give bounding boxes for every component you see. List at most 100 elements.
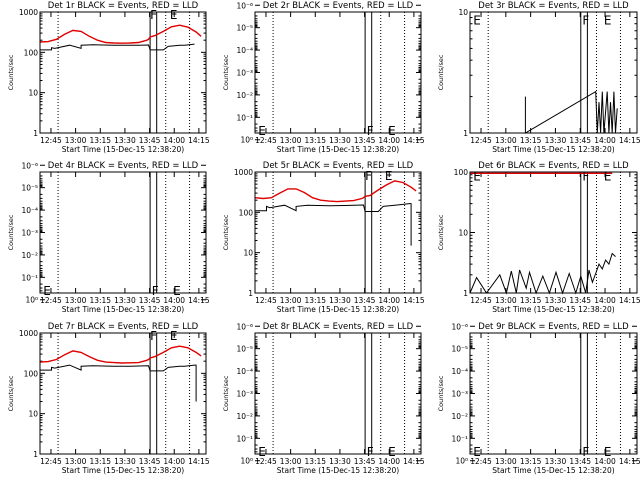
plot-frame [469, 171, 638, 294]
x-axis-label: Start Time (15-Dec-15 12:38:20) [492, 305, 614, 314]
xtick-label: 13:45 [354, 457, 376, 466]
ytick-label: 1 [463, 289, 468, 298]
flare-marker-e: E [604, 445, 612, 459]
panel-title: Det 3r BLACK = Events, RED = LLD [478, 1, 629, 11]
ytick-label: 10⁻⁴ [451, 367, 468, 376]
panel-title: Det 8r BLACK = Events, RED = LLD [263, 322, 414, 332]
panel-title: Det 6r BLACK = Events, RED = LLD [478, 161, 629, 171]
flare-marker-e: E [388, 124, 396, 138]
x-axis-label: Start Time (15-Dec-15 12:38:20) [62, 145, 184, 154]
panel-3: Det 3r BLACK = Events, RED = LLD 1 10 12:45… [437, 1, 640, 154]
flare-marker-e: E [170, 8, 178, 22]
ytick-label: 10 [243, 249, 253, 258]
plot-frame [39, 11, 207, 134]
xtick-label: 13:45 [139, 296, 161, 305]
plot-frame [39, 332, 207, 455]
panel-1: Det 1r BLACK = Events, RED = LLD 1 10 100 10… [7, 1, 210, 154]
xtick-label: 13:45 [139, 457, 161, 466]
x-axis-label: Start Time (15-Dec-15 12:38:20) [62, 305, 184, 314]
xtick-label: 14:15 [619, 296, 640, 305]
xtick-label: 13:00 [280, 296, 302, 305]
ytick-label: 100 [454, 168, 469, 177]
xtick-label: 14:15 [619, 136, 640, 145]
xtick-label: 14:00 [594, 136, 616, 145]
events-series-line [255, 203, 412, 246]
xtick-label: 13:15 [520, 457, 542, 466]
ytick-label: 10⁻⁵ [236, 345, 253, 354]
ytick-label: 10⁻⁶ [21, 161, 38, 170]
xtick-label: 13:30 [545, 296, 567, 305]
xtick-label: 14:00 [594, 457, 616, 466]
plot-frame [254, 332, 422, 455]
xtick-label: 12:45 [255, 457, 277, 466]
y-axis-label: Counts/sec [222, 375, 230, 411]
ytick-label: 10⁻¹ [451, 434, 468, 443]
ytick-label: 10⁰ [25, 296, 38, 305]
xtick-label: 14:00 [594, 296, 616, 305]
flare-marker-e: E [473, 445, 481, 459]
xtick-label: 13:30 [545, 136, 567, 145]
flare-marker-e: E [173, 284, 181, 298]
ytick-label: 10⁻² [451, 412, 468, 421]
ytick-label: 10⁻³ [451, 390, 468, 399]
ytick-label: 10⁻² [236, 412, 253, 421]
xtick-label: 13:30 [114, 136, 136, 145]
flare-marker-f: F [152, 284, 159, 298]
xtick-label: 13:00 [495, 296, 517, 305]
panel-title: Det 2r BLACK = Events, RED = LLD [263, 1, 414, 11]
panel-title: Det 5r BLACK = Events, RED = LLD [263, 161, 414, 171]
lld-series-line [254, 180, 417, 203]
x-axis-label: Start Time (15-Dec-15 12:38:20) [62, 466, 184, 475]
xtick-label: 13:00 [65, 457, 87, 466]
flare-marker-f: F [150, 329, 157, 343]
panel-6: Det 6r BLACK = Events, RED = LLD 1 10 100 12… [437, 161, 640, 314]
ytick-label: 10⁻³ [21, 229, 38, 238]
panel-title: Det 1r BLACK = Events, RED = LLD [48, 1, 199, 11]
flare-marker-e: E [170, 329, 178, 343]
flare-marker-f: F [582, 14, 589, 28]
xtick-label: 13:15 [89, 457, 111, 466]
xtick-label: 13:15 [304, 136, 326, 145]
flare-marker-e: E [604, 169, 612, 183]
ytick-label: 1000 [19, 8, 38, 17]
xtick-label: 13:00 [65, 296, 87, 305]
xtick-label: 14:15 [188, 457, 210, 466]
xtick-label: 13:15 [304, 457, 326, 466]
xtick-label: 14:00 [163, 457, 185, 466]
flare-marker-e: E [473, 169, 481, 183]
panel-9: Det 9r BLACK = Events, RED = LLD 10⁻⁶ 10⁻⁵… [437, 322, 640, 475]
ytick-label: 10⁻⁴ [236, 46, 253, 55]
xtick-label: 12:45 [40, 457, 62, 466]
ytick-label: 10 [458, 229, 468, 238]
y-axis-label: Counts/sec [437, 214, 445, 250]
plot-frame [39, 171, 207, 294]
flare-marker-f: F [582, 169, 589, 183]
xtick-label: 13:15 [520, 296, 542, 305]
ytick-label: 10⁰ [455, 457, 468, 466]
ytick-label: 10⁻⁴ [236, 367, 253, 376]
ytick-label: 10⁻¹ [236, 113, 253, 122]
panel-5: Det 5r BLACK = Events, RED = LLD 1 10 100 10… [222, 161, 425, 314]
xtick-label: 13:30 [329, 136, 351, 145]
ytick-label: 1 [248, 289, 253, 298]
ytick-label: 10⁻⁶ [236, 1, 253, 10]
plot-frame [469, 332, 638, 455]
xtick-label: 13:15 [89, 136, 111, 145]
ytick-label: 100 [24, 369, 39, 378]
xtick-label: 13:30 [329, 457, 351, 466]
xtick-label: 13:00 [65, 136, 87, 145]
xtick-label: 14:15 [403, 296, 425, 305]
ytick-label: 10⁻¹ [236, 434, 253, 443]
y-axis-label: Counts/sec [7, 375, 15, 411]
ytick-label: 1 [33, 450, 38, 459]
ytick-label: 10⁻⁶ [236, 322, 253, 331]
panel-2: Det 2r BLACK = Events, RED = LLD 10⁻⁶ 10⁻⁵… [222, 1, 425, 154]
xtick-label: 13:00 [280, 457, 302, 466]
xtick-label: 13:30 [114, 296, 136, 305]
y-axis-label: Counts/sec [437, 375, 445, 411]
flare-marker-e: E [473, 14, 481, 28]
xtick-label: 13:00 [495, 457, 517, 466]
xtick-label: 14:00 [163, 296, 185, 305]
